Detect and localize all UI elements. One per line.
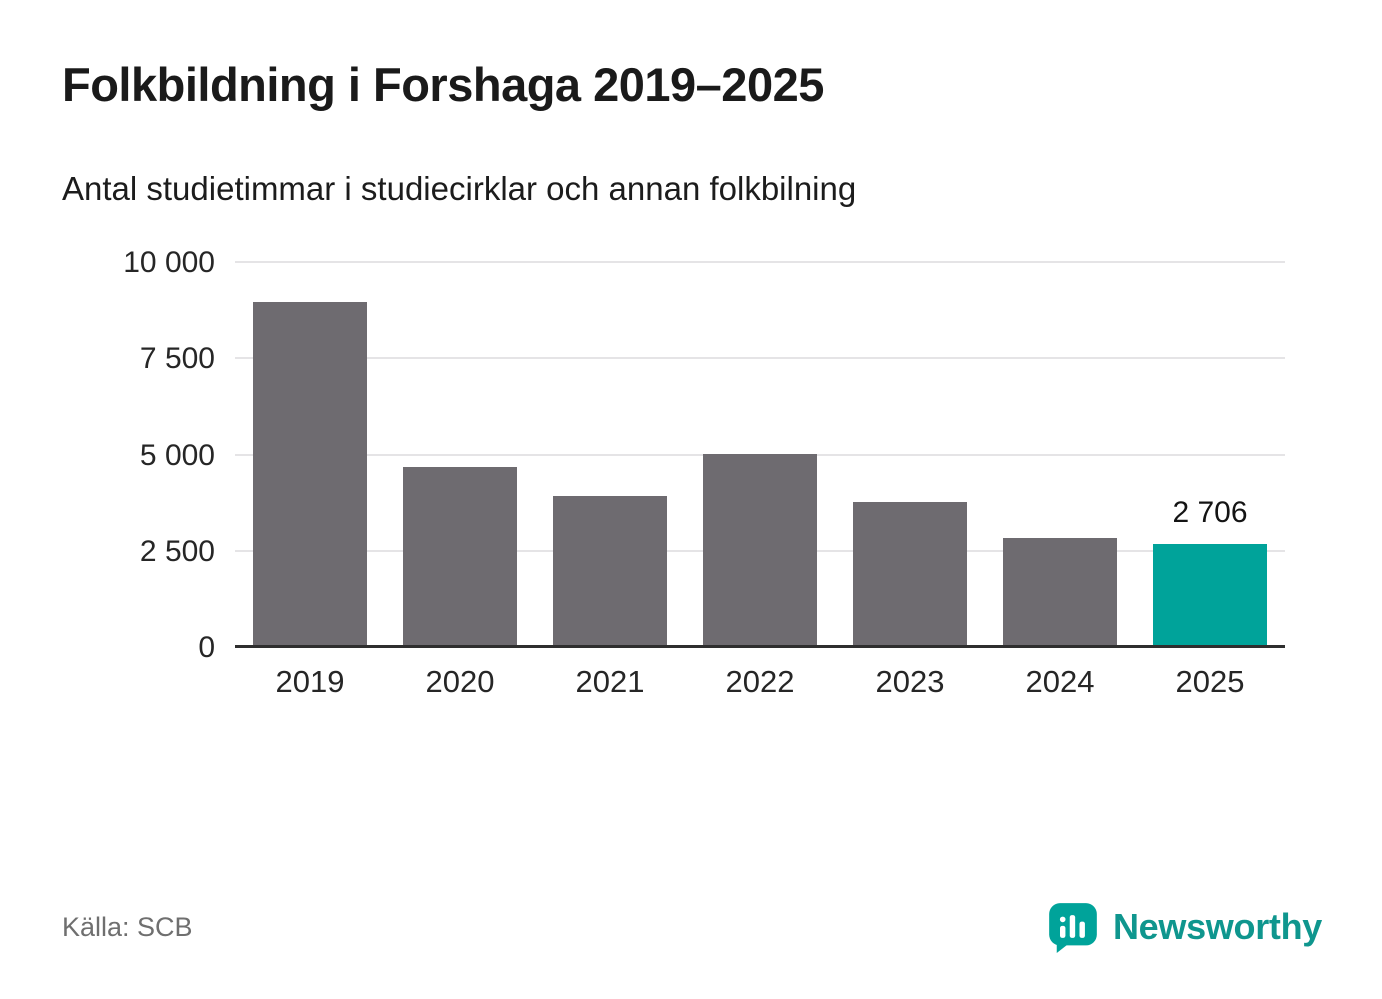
bar-value-label: 2 706 [1172, 495, 1248, 529]
x-tick-label: 2022 [725, 664, 795, 700]
bar-2020 [403, 467, 517, 649]
gridline [235, 261, 1285, 264]
chart-subtitle: Antal studietimmar i studiecirklar och a… [62, 170, 857, 208]
newsworthy-wordmark: Newsworthy [1112, 906, 1322, 947]
bar-slot-2023: 2023 [835, 263, 985, 699]
y-tick-label: 7 500 [139, 342, 215, 376]
source-label: Källa: SCB [62, 911, 193, 942]
page-title: Folkbildning i Forshaga 2019–2025 [62, 58, 824, 111]
x-tick-label: 2021 [575, 664, 645, 700]
y-tick-label: 0 [198, 631, 215, 665]
bar-slot-2021: 2021 [535, 263, 685, 699]
newsworthy-logo-icon [1049, 903, 1097, 953]
y-tick-label: 2 500 [139, 534, 215, 568]
bar-slot-2020: 2020 [385, 263, 535, 699]
bar-2019 [253, 301, 367, 649]
newsworthy-brand: Newsworthy [1047, 901, 1322, 953]
bars-group: 2019 2020 2021 2022 2023 2024 2 706 2025 [235, 263, 1285, 699]
x-tick-label: 2020 [425, 664, 495, 700]
x-tick-label: 2019 [275, 664, 345, 700]
y-tick-label: 10 000 [123, 246, 215, 280]
footer: Källa: SCB Newsworthy [62, 901, 1322, 953]
bar-slot-2019: 2019 [235, 263, 385, 699]
bar-2022 [703, 453, 817, 649]
bar-slot-2022: 2022 [685, 263, 835, 699]
gridline [235, 357, 1285, 360]
x-tick-label: 2025 [1175, 664, 1245, 700]
x-tick-label: 2024 [1025, 664, 1095, 700]
y-tick-label: 5 000 [139, 438, 215, 472]
bar-slot-2025: 2 706 2025 [1135, 263, 1285, 699]
x-tick-label: 2023 [875, 664, 945, 700]
x-axis-line [235, 645, 1285, 649]
bar-2024 [1003, 538, 1117, 649]
bar-2021 [553, 495, 667, 649]
bar-2025 [1153, 543, 1267, 649]
bar-slot-2024: 2024 [985, 263, 1135, 699]
bar-2023 [853, 501, 967, 649]
